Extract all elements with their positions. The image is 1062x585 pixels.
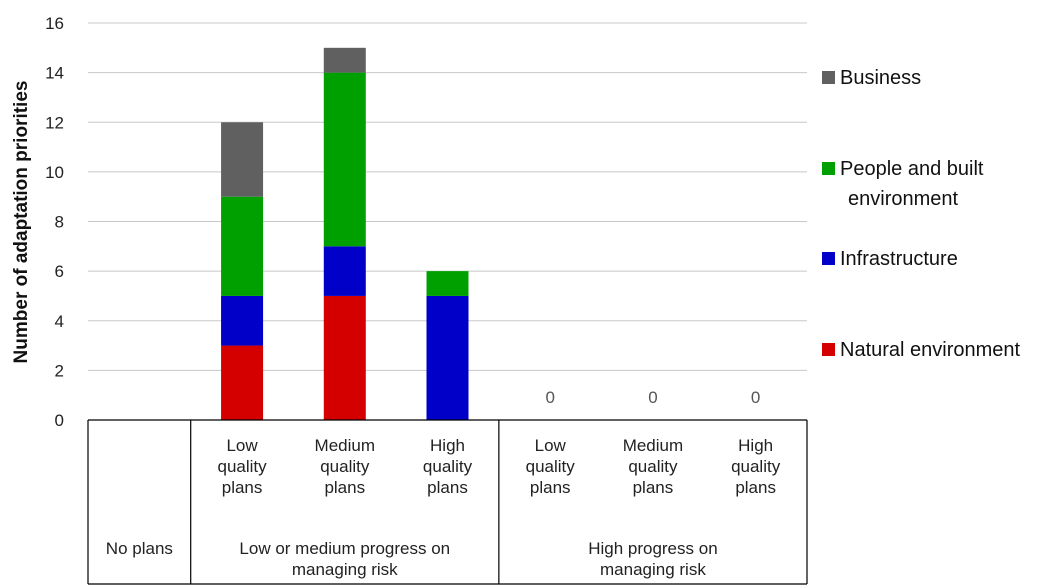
- group-label: managing risk: [292, 560, 398, 579]
- category-label: plans: [530, 478, 571, 497]
- y-axis-title: Number of adaptation priorities: [11, 81, 32, 364]
- category-label: plans: [222, 478, 263, 497]
- group-label: High progress on: [588, 539, 717, 558]
- bars: [221, 47, 469, 420]
- y-tick-label: 16: [45, 14, 64, 33]
- group-label: No plans: [106, 539, 173, 558]
- bar-segment: [221, 196, 264, 296]
- y-tick-label: 4: [55, 312, 64, 331]
- legend-label: Natural environment: [840, 339, 1021, 361]
- bar-segment: [221, 122, 264, 197]
- legend-swatch: [822, 162, 835, 175]
- legend-swatch: [822, 343, 835, 356]
- legend-label: Business: [840, 67, 921, 89]
- bar-segment: [323, 47, 366, 73]
- category-label: plans: [633, 478, 674, 497]
- category-label: High: [430, 436, 465, 455]
- legend-swatch: [822, 252, 835, 265]
- legend-label: People and built: [840, 158, 984, 180]
- bar-segment: [426, 295, 469, 420]
- category-label: Low: [535, 436, 567, 455]
- category-label: quality: [731, 457, 781, 476]
- category-label: Low: [226, 436, 258, 455]
- data-label: 0: [648, 388, 657, 407]
- y-tick-label: 8: [55, 213, 64, 232]
- legend-label: environment: [848, 188, 959, 210]
- data-label: 0: [545, 388, 554, 407]
- y-axis-ticks: 0 2 4 6 8 10 12 14 16: [45, 14, 64, 430]
- legend: Business People and built environment Infra…: [822, 67, 1021, 361]
- category-label: quality: [423, 457, 473, 476]
- category-label: quality: [218, 457, 268, 476]
- y-tick-label: 10: [45, 163, 64, 182]
- y-tick-label: 12: [45, 113, 64, 132]
- bar-segment: [323, 72, 366, 247]
- category-label: quality: [320, 457, 370, 476]
- category-label: plans: [324, 478, 365, 497]
- bar-segment: [323, 295, 366, 420]
- bar-segment: [426, 271, 469, 296]
- legend-label: Infrastructure: [840, 248, 958, 270]
- category-label: High: [738, 436, 773, 455]
- data-labels: 0 0 0: [545, 388, 760, 407]
- data-label: 0: [751, 388, 760, 407]
- bar-segment: [323, 246, 366, 296]
- bar-segment: [221, 345, 264, 420]
- y-tick-label: 14: [45, 64, 64, 83]
- category-label: quality: [628, 457, 678, 476]
- legend-swatch: [822, 71, 835, 84]
- group-label: Low or medium progress on: [239, 539, 450, 558]
- category-label: Medium: [315, 436, 375, 455]
- category-label: plans: [427, 478, 468, 497]
- y-tick-label: 2: [55, 361, 64, 380]
- group-label: managing risk: [600, 560, 706, 579]
- y-tick-label: 6: [55, 262, 64, 281]
- category-table: Low quality plans Medium quality plans High qua…: [87, 419, 808, 585]
- bar-segment: [221, 295, 264, 346]
- category-label: plans: [735, 478, 776, 497]
- y-tick-label: 0: [55, 411, 64, 430]
- category-label: quality: [526, 457, 576, 476]
- category-label: Medium: [623, 436, 683, 455]
